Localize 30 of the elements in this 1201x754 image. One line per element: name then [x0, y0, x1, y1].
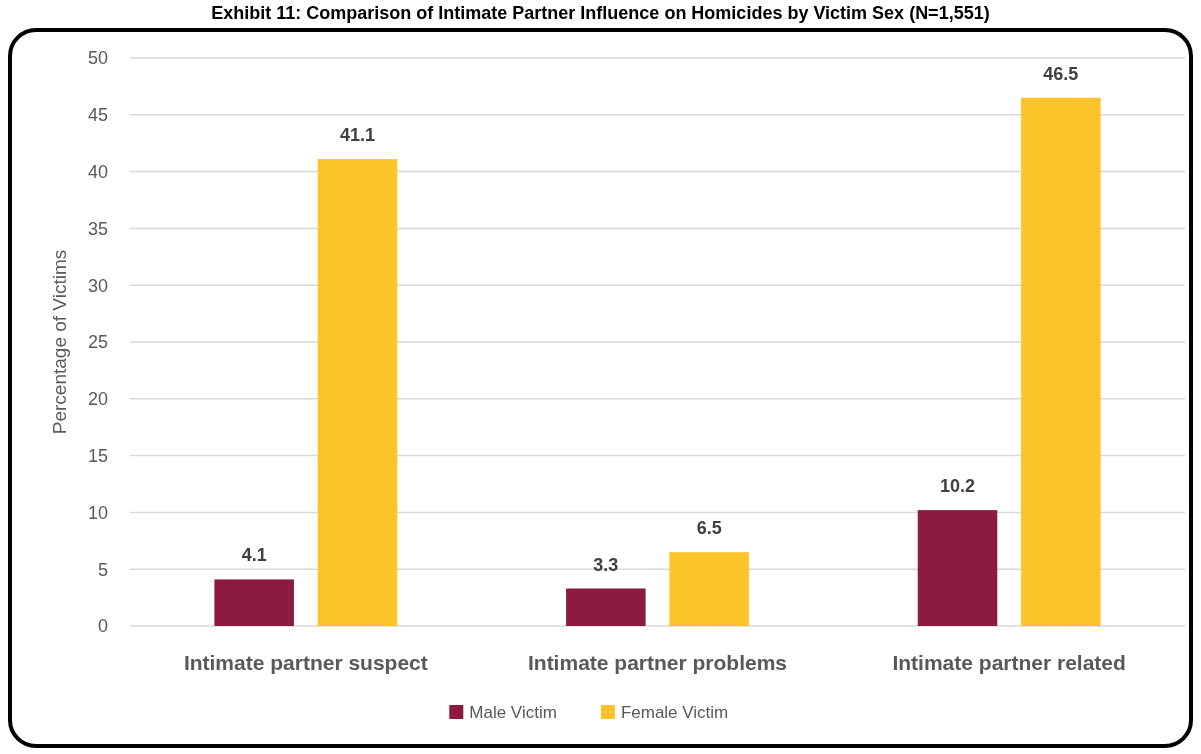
data-label: 46.5: [1043, 63, 1079, 84]
x-tick-label: Intimate partner related: [892, 651, 1126, 674]
y-axis-title: Percentage of Victims: [49, 249, 70, 435]
y-tick-label: 50: [87, 48, 108, 69]
bar: [566, 588, 646, 626]
x-tick-label: Intimate partner suspect: [183, 651, 428, 674]
y-tick-label: 10: [87, 502, 108, 523]
data-label: 4.1: [241, 545, 267, 566]
data-label: 10.2: [939, 476, 976, 497]
data-label: 6.5: [696, 518, 722, 539]
legend-label: Female Victim: [620, 703, 729, 722]
y-tick-label: 45: [87, 105, 108, 126]
data-label: 41.1: [339, 125, 376, 146]
x-tick-label: Intimate partner problems: [527, 651, 788, 674]
y-tick-label: 30: [87, 275, 108, 296]
y-tick-label: 15: [87, 445, 108, 466]
bar: [214, 579, 294, 626]
data-label: 3.3: [593, 554, 619, 575]
bar: [669, 552, 749, 626]
bar: [1021, 97, 1101, 626]
legend-label: Male Victim: [469, 703, 557, 722]
y-tick-label: 0: [97, 616, 108, 637]
chart-title: Exhibit 11: Comparison of Intimate Partner Influence on Homicides by Victim Sex (N=1,551): [211, 3, 990, 23]
y-tick-label: 35: [87, 218, 108, 239]
bar: [317, 159, 398, 626]
bar: [917, 510, 998, 626]
y-tick-label: 20: [87, 389, 108, 410]
y-tick-label: 5: [97, 559, 108, 580]
y-tick-label: 40: [87, 161, 108, 182]
y-tick-label: 25: [87, 332, 108, 353]
